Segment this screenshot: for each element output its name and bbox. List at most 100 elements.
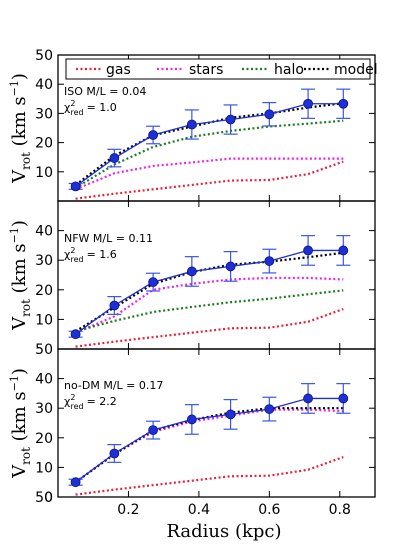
- y-tick-label: 40: [35, 77, 53, 93]
- y-axis-label-part: −1: [8, 80, 21, 96]
- chi-sub: red: [70, 402, 83, 411]
- y-tick-label: 30: [35, 106, 53, 122]
- observed-point: [109, 448, 120, 459]
- observed-point: [186, 414, 197, 425]
- plot-area: [68, 383, 351, 496]
- y-tick-label: 30: [35, 401, 53, 417]
- y-tick-label: 20: [35, 136, 53, 152]
- observed-point: [186, 266, 197, 277]
- legend-halo-label: halo: [274, 62, 304, 78]
- observed-point: [186, 119, 197, 130]
- y-axis-label-part: V: [9, 464, 30, 479]
- legend-model-label: model: [334, 62, 378, 78]
- y-axis-label-part: (km s: [9, 96, 30, 152]
- chi-value: = 2.2: [87, 395, 117, 408]
- plot-area: [68, 235, 351, 348]
- series-stars-line: [75, 157, 344, 191]
- plot-frame: [57, 200, 376, 350]
- observed-point: [264, 109, 275, 120]
- legend-frame: [65, 58, 371, 80]
- chi-symbol: χ: [64, 395, 71, 408]
- y-axis-label-part: rot: [19, 152, 33, 170]
- observed-point: [70, 477, 81, 488]
- y-axis-label-part: rot: [19, 299, 33, 317]
- observed-point: [109, 153, 120, 163]
- chi-squared-label: χ2 red = 1.6: [64, 246, 117, 264]
- observed-line: [75, 103, 344, 187]
- x-tick-label: 0.8: [329, 502, 351, 518]
- chi-sub: red: [70, 108, 83, 117]
- y-axis-label-part: ): [9, 220, 30, 227]
- chi-squared-label: χ2 red = 1.0: [64, 99, 117, 117]
- y-tick-label: 50: [35, 490, 53, 506]
- observed-point: [264, 256, 275, 266]
- observed-point: [338, 98, 349, 109]
- observed-point: [264, 404, 275, 414]
- chi-value: = 1.6: [87, 248, 117, 261]
- observed-point: [303, 393, 313, 404]
- y-axis-label-part: −1: [8, 375, 21, 391]
- chi-symbol: χ: [64, 248, 71, 261]
- series-stars-line: [75, 276, 344, 334]
- fit-annotation: NFW M/L = 0.11: [64, 232, 153, 245]
- y-tick-label: 10: [35, 312, 53, 328]
- y-tick-label: 50: [35, 48, 53, 64]
- observed-point: [109, 300, 120, 311]
- y-tick-label: 30: [35, 253, 53, 269]
- y-tick-label: 50: [35, 342, 53, 358]
- legend: gas stars halo model: [65, 58, 378, 80]
- observed-line: [75, 249, 344, 335]
- y-axis-label: Vrot (km s−1): [8, 368, 33, 479]
- y-axis-label-part: (km s: [9, 243, 30, 299]
- y-axis-label-part: V: [9, 316, 30, 331]
- x-tick-label: 0.4: [188, 502, 210, 518]
- series-halo-line: [75, 289, 344, 333]
- y-tick-label: 20: [35, 431, 53, 447]
- y-tick-label: 40: [35, 224, 53, 240]
- chi-symbol: χ: [64, 101, 71, 114]
- observed-point: [338, 245, 349, 256]
- chi-value: = 1.0: [87, 101, 117, 114]
- y-tick-label: 10: [35, 460, 53, 476]
- observed-line: [75, 397, 344, 483]
- chi-sup: 2: [70, 393, 75, 402]
- observed-point: [303, 98, 313, 109]
- plot-area: [68, 88, 351, 200]
- series-gas-line: [75, 160, 344, 200]
- plot-frame: [57, 348, 376, 498]
- observed-point: [148, 425, 159, 436]
- observed-point: [225, 114, 236, 125]
- y-axis-label-part: −1: [8, 227, 21, 243]
- observed-point: [70, 329, 81, 340]
- observed-point: [148, 130, 159, 140]
- y-axis-label-part: rot: [19, 447, 33, 465]
- series-gas-line: [75, 308, 344, 348]
- observed-point: [148, 277, 159, 288]
- y-tick-label: 10: [35, 165, 53, 181]
- y-axis-label-part: V: [9, 169, 30, 184]
- x-tick-label: 0.2: [117, 502, 139, 518]
- observed-point: [225, 409, 236, 420]
- legend-gas-label: gas: [106, 62, 131, 78]
- chi-sub: red: [70, 255, 83, 264]
- series-stars-line: [74, 408, 344, 484]
- fit-annotation: ISO M/L = 0.04: [64, 85, 146, 98]
- series-gas-line: [75, 456, 344, 496]
- observed-point: [338, 393, 349, 404]
- fit-annotation: no-DM M/L = 0.17: [64, 379, 163, 392]
- chi-squared-label: χ2 red = 2.2: [64, 393, 117, 411]
- y-axis-label-part: (km s: [9, 391, 30, 447]
- y-axis-label-part: ): [9, 368, 30, 375]
- series-model-line: [74, 102, 344, 186]
- observed-point: [225, 261, 236, 272]
- y-tick-label: 40: [35, 372, 53, 388]
- y-tick-label: 20: [35, 283, 53, 299]
- observed-point: [70, 181, 81, 192]
- observed-point: [303, 245, 313, 256]
- x-tick-label: 0.6: [258, 502, 280, 518]
- y-tick-label: 0: [44, 490, 53, 506]
- panel-no-dm: 500 10 20 30 40 0.2 0.4 0.6 0.8 Vrot (km s−1) no-D…: [8, 348, 376, 518]
